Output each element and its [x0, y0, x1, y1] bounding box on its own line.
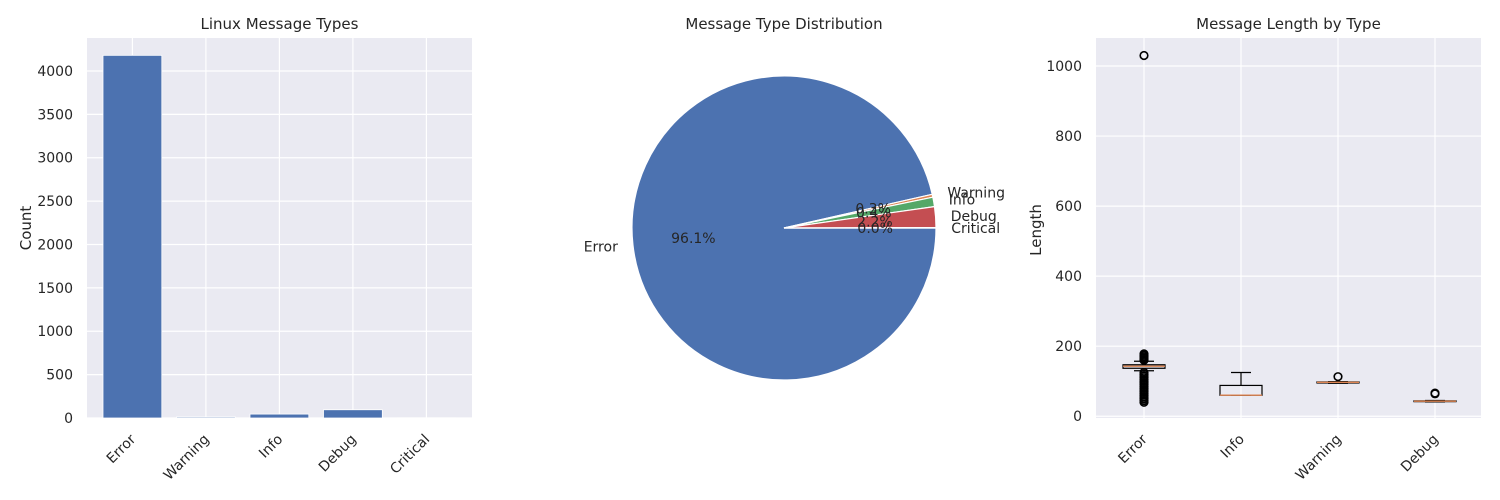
box-y-axis-label: Length — [1027, 204, 1045, 256]
box-y-tick-label: 0 — [1073, 409, 1082, 425]
box-gridlines — [1096, 38, 1481, 418]
bar-y-tick-label: 1500 — [37, 281, 73, 297]
bar-y-tick-label: 4000 — [37, 64, 73, 80]
bar-y-tick-label: 0 — [64, 411, 73, 427]
pie-slice-label: Debug — [951, 209, 997, 225]
box-outlier — [1139, 397, 1149, 407]
pie-labels: Error 96.1% Warning 0.3% Info 0.4% Debug 2.2% Cr… — [584, 186, 1005, 256]
bar-debug — [323, 409, 383, 419]
box-plot-area — [1096, 38, 1481, 418]
pie-slice-percent: 0.0% — [857, 221, 893, 237]
bar-y-axis-label: Count — [17, 206, 35, 251]
bar-y-tick-label: 1000 — [37, 324, 73, 340]
box-y-tick-label: 200 — [1055, 339, 1082, 355]
box-marks — [1122, 50, 1457, 407]
bar-x-ticks: Error Warning Info Debug Critical — [104, 431, 433, 483]
bar-critical — [396, 417, 457, 419]
bar-x-tick-label: Debug — [316, 432, 360, 476]
bar-title: Linux Message Types — [201, 15, 359, 33]
bar-error — [102, 54, 163, 419]
box-y-ticks: 0 200 400 600 800 1000 — [1046, 59, 1082, 425]
bar-x-tick-label: Info — [256, 432, 286, 462]
pie-slice-percent: 0.4% — [856, 205, 892, 221]
bar-y-tick-label: 2500 — [37, 194, 73, 210]
bar-info — [249, 413, 310, 419]
pie-slice-percent: 2.2% — [857, 214, 893, 230]
box-y-tick-label: 600 — [1055, 199, 1082, 215]
box-x-tick-label: Error — [1115, 431, 1151, 467]
box-outlier — [1139, 50, 1149, 61]
box-title: Message Length by Type — [1196, 15, 1381, 33]
bar-chart: 0 500 1000 1500 2000 2500 3000 3500 4000 Error Wa… — [17, 15, 472, 484]
box-y-tick-label: 800 — [1055, 129, 1082, 145]
box-x-tick-label: Debug — [1398, 432, 1442, 476]
bar-y-tick-label: 500 — [46, 368, 73, 384]
pie-title: Message Type Distribution — [685, 15, 882, 33]
box-x-tick-label: Warning — [1293, 432, 1345, 484]
box-x-ticks: Error Info Warning Debug — [1115, 431, 1441, 483]
pie-slice-percent: 96.1% — [671, 231, 715, 247]
box-outlier — [1430, 388, 1440, 398]
pie-slices — [631, 75, 937, 381]
bar-y-tick-label: 2000 — [37, 237, 73, 253]
box-y-tick-label: 1000 — [1046, 59, 1082, 75]
bar-y-tick-label: 3000 — [37, 151, 73, 167]
bar-y-tick-label: 3500 — [37, 107, 73, 123]
bar-warning — [176, 416, 236, 419]
bar-marks — [102, 54, 457, 419]
pie-slice-label: Critical — [951, 221, 1000, 237]
bar-x-tick-label: Warning — [161, 432, 213, 484]
bar-y-ticks: 0 500 1000 1500 2000 2500 3000 3500 4000 — [37, 64, 73, 427]
pie-chart: Error 96.1% Warning 0.3% Info 0.4% Debug 2.2% Cr… — [584, 15, 1005, 381]
pie-slice-label: Info — [949, 192, 976, 208]
pie-slice-percent: 0.3% — [855, 202, 891, 218]
bar-x-tick-label: Critical — [387, 432, 433, 478]
pie-slice-label: Warning — [947, 186, 1005, 202]
box-x-tick-label: Info — [1218, 432, 1248, 462]
box-outlier — [1139, 355, 1149, 365]
box-outlier — [1333, 372, 1343, 382]
pie-slice-label: Error — [584, 240, 618, 256]
bar-x-tick-label: Error — [104, 431, 140, 467]
box-y-tick-label: 400 — [1055, 269, 1082, 285]
